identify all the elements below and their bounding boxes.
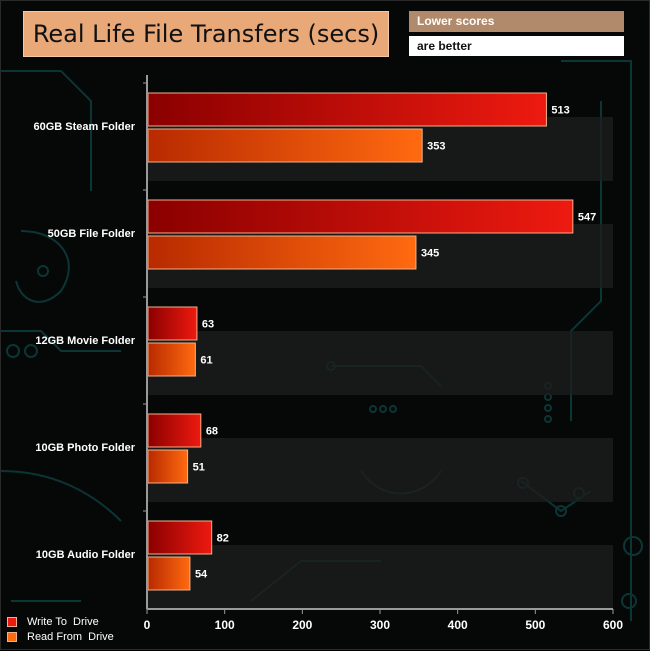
legend: Write To Drive Read From Drive xyxy=(7,614,114,644)
category-label: 10GB Photo Folder xyxy=(35,442,135,454)
category-label: 60GB Steam Folder xyxy=(34,121,136,133)
x-tick-label: 0 xyxy=(144,618,151,632)
bar-write xyxy=(147,520,213,555)
plot-bands xyxy=(147,117,613,609)
x-tick-label: 600 xyxy=(603,618,623,632)
category-label: 50GB File Folder xyxy=(48,228,136,240)
legend-label-write: Write To Drive xyxy=(27,615,99,628)
bar-read xyxy=(147,235,417,270)
data-label: 61 xyxy=(200,355,212,367)
axes-layer: 60GB Steam Folder 50GB File Folder 12GB Mo… xyxy=(34,75,623,632)
data-label: 54 xyxy=(195,569,208,581)
legend-item-read: Read From Drive xyxy=(7,629,114,644)
bar-read xyxy=(147,556,191,591)
plot-band xyxy=(147,331,613,395)
plot-band xyxy=(147,545,613,609)
legend-item-write: Write To Drive xyxy=(7,614,114,629)
data-label: 82 xyxy=(217,533,229,545)
data-label: 513 xyxy=(551,105,569,117)
data-label: 345 xyxy=(421,248,439,260)
bar-write xyxy=(147,413,202,448)
x-tick-label: 500 xyxy=(525,618,545,632)
chart-title: Real Life File Transfers (secs) xyxy=(23,11,389,57)
note-are-better: are better xyxy=(409,36,624,56)
category-label: 10GB Audio Folder xyxy=(36,549,136,561)
bar-write xyxy=(147,199,574,234)
x-tick-label: 200 xyxy=(292,618,312,632)
x-tick-label: 100 xyxy=(215,618,235,632)
bar-write xyxy=(147,92,547,127)
bar-write xyxy=(147,306,198,341)
data-label: 51 xyxy=(193,462,205,474)
note-lower-scores: Lower scores xyxy=(409,11,624,32)
bars-layer: 513 353 547 345 63 61 68 51 82 54 xyxy=(147,92,596,591)
legend-swatch-read xyxy=(7,631,17,642)
bar-read xyxy=(147,342,196,377)
data-label: 68 xyxy=(206,426,218,438)
category-label: 12GB Movie Folder xyxy=(35,335,135,347)
data-label: 547 xyxy=(578,212,596,224)
data-label: 63 xyxy=(202,319,214,331)
bar-read xyxy=(147,449,189,484)
data-label: 353 xyxy=(427,141,445,153)
x-tick-label: 400 xyxy=(448,618,468,632)
plot-band xyxy=(147,438,613,502)
legend-label-read: Read From Drive xyxy=(27,630,114,643)
bar-read xyxy=(147,128,423,163)
x-tick-label: 300 xyxy=(370,618,390,632)
legend-swatch-write xyxy=(7,616,17,627)
